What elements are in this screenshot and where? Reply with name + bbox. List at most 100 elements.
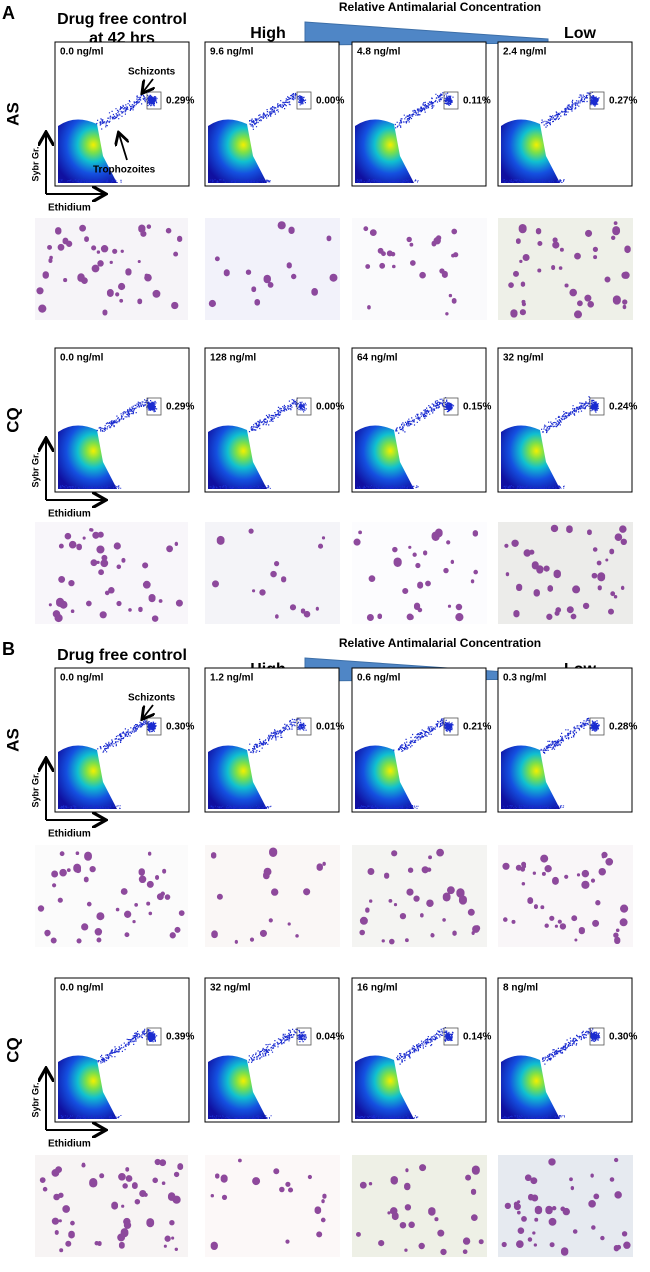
parasites: [37, 851, 185, 944]
gate: [589, 397, 605, 416]
smear-background: [498, 522, 633, 624]
gate: [443, 91, 459, 110]
drug-label: CQ: [3, 1037, 22, 1063]
smear-background: [205, 1155, 340, 1257]
x-axis-label: Ethidium: [48, 509, 91, 520]
gradient-title: Relative Antimalarial Concentration: [339, 0, 541, 14]
cell-density: [208, 1055, 267, 1119]
concentration: 128 ng/ml: [210, 353, 256, 364]
smear-image: [205, 522, 340, 624]
concentration: 32 ng/ml: [210, 983, 251, 994]
smear-image: [352, 1155, 487, 1257]
flow-plot: 0.29% 0.0 ng/ml Schizonts Trophozoites: [54, 41, 194, 187]
event-dots: [59, 398, 158, 489]
parasites: [48, 527, 183, 623]
high-label: High: [250, 25, 286, 42]
cell-density: [208, 425, 267, 489]
flow-plot: 0.27% 2.4 ng/ml: [497, 41, 637, 187]
gate-percent: 0.28%: [609, 722, 637, 733]
smear-image: [498, 845, 633, 947]
flow-plot: 0.00% 9.6 ng/ml: [204, 41, 344, 187]
drug-label: CQ: [3, 407, 22, 433]
gate-percent: 0.01%: [316, 722, 344, 733]
flow-plot: 0.15% 64 ng/ml: [351, 347, 491, 493]
flow-plot: 0.39% 0.0 ng/ml: [54, 977, 194, 1123]
cell-density: [501, 425, 560, 489]
smear-image: [35, 218, 188, 320]
cell-density: [355, 425, 414, 489]
concentration: 0.0 ng/ml: [60, 47, 104, 58]
smear-image: [352, 522, 487, 624]
gate-percent: 0.00%: [316, 96, 344, 107]
concentration: 64 ng/ml: [357, 353, 398, 364]
flow-plot: 0.01% 1.2 ng/ml: [204, 667, 344, 813]
gate: [589, 1027, 605, 1046]
y-axis-label: Sybr Gr.: [30, 452, 40, 487]
panel-label: A: [2, 3, 15, 23]
x-axis-label: Ethidium: [48, 1139, 91, 1150]
gate-percent: 0.24%: [609, 402, 637, 413]
concentration: 32 ng/ml: [503, 353, 544, 364]
gate-percent: 0.30%: [609, 1032, 637, 1043]
panel-label: B: [2, 639, 15, 659]
concentration: 0.6 ng/ml: [357, 673, 401, 684]
concentration: 2.4 ng/ml: [503, 47, 547, 58]
concentration: 1.2 ng/ml: [210, 673, 254, 684]
gate: [146, 1027, 162, 1046]
y-axis-label: Sybr Gr.: [30, 146, 40, 181]
flow-plot: 0.28% 0.3 ng/ml: [497, 667, 637, 813]
flow-plot: 0.11% 4.8 ng/ml: [351, 41, 491, 187]
cell-density: [501, 119, 560, 183]
smear-image: [498, 218, 633, 320]
parasites: [212, 528, 326, 619]
gate: [296, 1027, 312, 1046]
gate-percent: 0.29%: [166, 402, 194, 413]
gate-percent: 0.21%: [463, 722, 491, 733]
cell-density: [58, 745, 117, 809]
cell-density: [208, 745, 267, 809]
flow-plot: 0.00% 128 ng/ml: [204, 347, 344, 493]
parasites: [508, 221, 631, 319]
gate: [589, 717, 605, 736]
smear-image: [352, 845, 487, 947]
control-title: Drug free control: [57, 11, 187, 28]
gate: [589, 91, 605, 110]
concentration: 0.0 ng/ml: [60, 983, 104, 994]
gate: [443, 1027, 459, 1046]
annotation: Schizonts: [128, 693, 176, 704]
cell-density: [355, 1055, 414, 1119]
annotation: Schizonts: [128, 67, 176, 78]
low-label: Low: [564, 25, 597, 42]
smear-image: [352, 218, 487, 320]
smear-image: [35, 522, 188, 624]
event-dots: [60, 1028, 158, 1119]
parasites: [504, 524, 627, 620]
smear-image: [205, 845, 340, 947]
concentration: 0.0 ng/ml: [60, 673, 104, 684]
gate-percent: 0.04%: [316, 1032, 344, 1043]
gate: [443, 397, 459, 416]
smear-background: [205, 845, 340, 947]
x-axis-label: Ethidium: [48, 829, 91, 840]
gradient-title: Relative Antimalarial Concentration: [339, 636, 541, 650]
smear-image: [498, 1155, 633, 1257]
parasites: [502, 851, 629, 945]
flow-plot: 0.14% 16 ng/ml: [351, 977, 491, 1123]
gate-percent: 0.39%: [166, 1032, 194, 1043]
gate: [296, 91, 312, 110]
gate: [146, 397, 162, 416]
smear-image: [35, 845, 188, 947]
flow-plot: 0.30% 0.0 ng/ml Schizonts: [54, 667, 194, 813]
cell-density: [58, 425, 117, 489]
smear-background: [352, 845, 487, 947]
flow-plot: 0.24% 32 ng/ml: [497, 347, 637, 493]
annotation-arrow: [143, 704, 153, 718]
gate-percent: 0.29%: [166, 96, 194, 107]
concentration: 9.6 ng/ml: [210, 47, 254, 58]
flow-plot: 0.29% 0.0 ng/ml: [54, 347, 194, 493]
gate-percent: 0.11%: [463, 96, 491, 107]
gate-percent: 0.27%: [609, 96, 637, 107]
concentration: 4.8 ng/ml: [357, 47, 401, 58]
smear-background: [205, 218, 340, 320]
concentration: 0.3 ng/ml: [503, 673, 547, 684]
